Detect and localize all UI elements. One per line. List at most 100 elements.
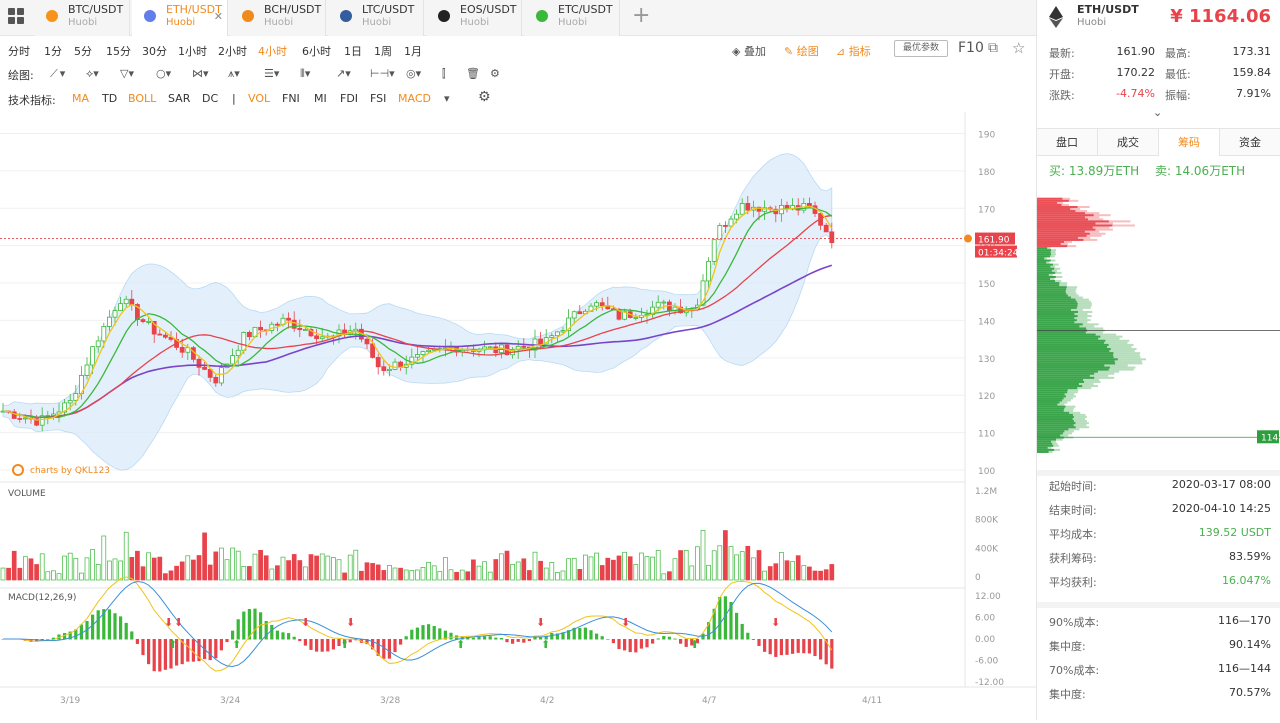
macd-bar: [567, 630, 571, 640]
chip-bar: [1037, 426, 1076, 429]
indicator-settings-icon[interactable]: ⚙: [478, 89, 491, 105]
right-tab-1[interactable]: 成交: [1098, 129, 1159, 156]
tab-ltc[interactable]: LTC/USDT Huobi: [328, 0, 424, 36]
draw-pattern-icon[interactable]: ⩚▾: [228, 67, 240, 80]
draw-ray-icon[interactable]: ⟡▾: [86, 67, 99, 80]
volume-bar: [45, 571, 51, 581]
y-tick-label: 100: [978, 467, 995, 477]
timeframe-7[interactable]: 4小时: [258, 45, 287, 58]
indicator-10[interactable]: FSI: [370, 92, 387, 105]
tab-btc[interactable]: BTC/USDT Huobi: [34, 0, 130, 36]
chevron-down-icon[interactable]: ⌄: [1153, 106, 1163, 119]
tab-bch[interactable]: BCH/USDT Huobi: [230, 0, 326, 36]
macd-bar: [29, 639, 33, 642]
right-tab-2[interactable]: 筹码: [1159, 129, 1220, 156]
draw-level-icon[interactable]: ☰▾: [264, 67, 280, 80]
draw-note-icon[interactable]: ◎▾: [406, 67, 422, 80]
chip-bar: [1037, 364, 1105, 367]
chip-bar: [1037, 304, 1078, 307]
timeframe-10[interactable]: 1周: [374, 45, 392, 58]
settings-drawing-icon[interactable]: ⚙: [490, 67, 500, 80]
indicators-button[interactable]: ⊿ 指标: [836, 45, 871, 58]
timeframe-9[interactable]: 1日: [344, 45, 362, 58]
chip-bar: [1037, 393, 1065, 396]
timeframe-3[interactable]: 15分: [106, 45, 131, 58]
tab-eos[interactable]: EOS/USDT Huobi: [426, 0, 522, 36]
f10-button[interactable]: F10: [958, 40, 984, 56]
draw-bars-icon[interactable]: ⫿: [442, 67, 446, 80]
indicator-6[interactable]: VOL: [248, 92, 271, 105]
macd-bar: [208, 639, 212, 661]
info-value: 83.59%: [1229, 550, 1271, 563]
indicator-8[interactable]: MI: [314, 92, 327, 105]
candle: [392, 358, 398, 371]
volume-bar: [263, 555, 269, 581]
chip-bar: [1037, 387, 1078, 390]
indicator-9[interactable]: FDI: [340, 92, 359, 105]
watermark: charts by QKL123: [30, 466, 110, 476]
chip-marker-tag: [1257, 430, 1279, 444]
volume-bar: [387, 565, 392, 581]
macd-bar: [533, 637, 537, 640]
timeframe-11[interactable]: 1月: [404, 45, 422, 58]
overlay-button[interactable]: ◈ 叠加: [732, 45, 766, 58]
draw-gann-icon[interactable]: ⦀▾: [300, 67, 311, 80]
right-tab-0[interactable]: 盘口: [1037, 129, 1098, 156]
draw-circle-icon[interactable]: ○▾: [156, 67, 172, 80]
draw-channel-icon[interactable]: ▽▾: [120, 67, 134, 80]
candle: [179, 338, 185, 358]
candle: [235, 345, 241, 365]
preferences-button[interactable]: 最优参数: [894, 40, 948, 57]
draw-button[interactable]: ✎ 绘图: [784, 45, 819, 58]
favorite-star-icon[interactable]: ☆: [1012, 39, 1026, 57]
chip-bar: [1037, 405, 1066, 408]
timeframe-8[interactable]: 6小时: [302, 45, 331, 58]
timeframe-2[interactable]: 5分: [74, 45, 92, 58]
main-chart[interactable]: 190180170160150140130120110100161.9001:3…: [0, 112, 1036, 720]
chip-bar: [1037, 376, 1095, 379]
indicator-0[interactable]: MA: [72, 92, 90, 105]
candle: [571, 310, 577, 325]
timeframe-4[interactable]: 30分: [142, 45, 167, 58]
chip-bar: [1037, 415, 1074, 418]
draw-line-icon[interactable]: ⟋▾: [50, 67, 68, 80]
macd-bar: [471, 637, 475, 640]
macd-bar: [561, 632, 565, 640]
macd-bar: [119, 616, 123, 640]
right-tab-3[interactable]: 资金: [1220, 129, 1280, 156]
close-icon[interactable]: ✕: [213, 10, 223, 23]
indicator-4[interactable]: DC: [202, 92, 219, 105]
volume-bar: [471, 559, 476, 581]
volume-bar: [62, 555, 67, 581]
timeframe-6[interactable]: 2小时: [218, 45, 247, 58]
volume-bar: [381, 570, 387, 581]
chip-bar: [1037, 257, 1045, 260]
draw-fib-icon[interactable]: ⋈▾: [192, 67, 209, 80]
indicator-dropdown-icon[interactable]: ▾: [444, 92, 450, 105]
draw-measure-icon[interactable]: ⊢⊣▾: [370, 67, 395, 80]
volume-bar: [331, 557, 336, 581]
tab-eth[interactable]: ETH/USDT Huobi ✕: [132, 0, 228, 36]
add-tab-icon[interactable]: +: [632, 3, 651, 28]
volume-bar: [258, 550, 263, 581]
chip-bar: [1037, 360, 1115, 363]
delete-drawing-icon[interactable]: 🗑: [466, 67, 480, 80]
indicator-11[interactable]: MACD: [398, 92, 431, 105]
draw-arrow-icon[interactable]: ↗▾: [336, 67, 351, 80]
grid-menu-icon[interactable]: [8, 8, 26, 26]
indicator-1[interactable]: TD: [102, 92, 118, 105]
timeframe-5[interactable]: 1小时: [178, 45, 207, 58]
chip-bar: [1037, 385, 1083, 388]
screenshot-icon[interactable]: ⧉: [988, 40, 998, 56]
tab-etc[interactable]: ETC/USDT Huobi: [524, 0, 620, 36]
volume-bar: [695, 546, 700, 581]
indicator-2[interactable]: BOLL: [128, 92, 157, 105]
indicator-7[interactable]: FNI: [282, 92, 300, 105]
timeframe-0[interactable]: 分时: [8, 45, 30, 58]
volume-bar: [51, 570, 56, 581]
indicator-3[interactable]: SAR: [168, 92, 191, 105]
timeframe-1[interactable]: 1分: [44, 45, 62, 58]
candle: [599, 297, 605, 311]
sell-signal-arrow-icon: ⬇: [164, 616, 173, 629]
candle: [140, 318, 146, 324]
